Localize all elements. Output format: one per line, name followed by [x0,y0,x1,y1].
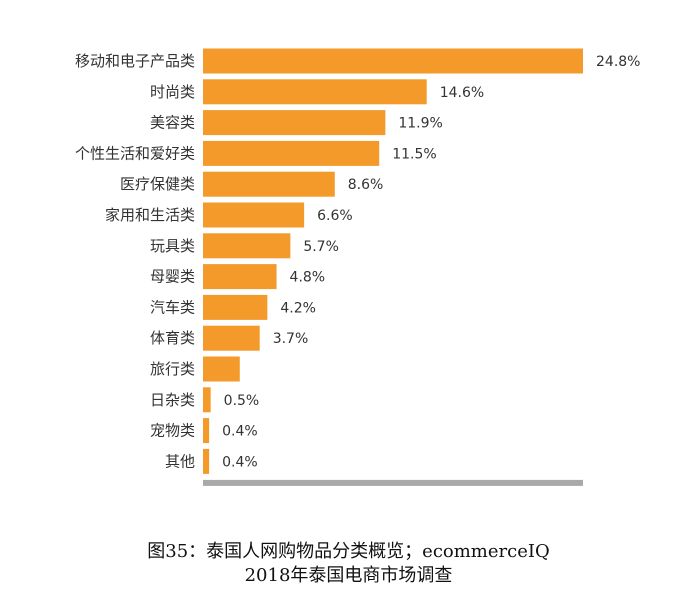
value-label-6: 5.7% [303,239,339,255]
category-label-4: 医疗保健类 [120,175,195,193]
category-label-10: 旅行类 [150,360,195,378]
category-label-8: 汽车类 [150,298,195,316]
value-label-7: 4.8% [290,270,326,286]
bar-9 [203,325,260,351]
category-label-7: 母婴类 [150,268,195,286]
bar-5 [203,202,305,228]
category-label-2: 美容类 [150,114,195,132]
value-labels-group: 24.8% 14.6% 11.9% 11.5% 8.6% 6.6% 5.7% 4.8% 4.2%… [222,54,640,470]
category-labels-group: 移动和电子产品类时尚类美容类个性生活和爱好类医疗保健类家用和生活类玩具类母婴类汽… [75,52,195,470]
category-label-12: 宠物类 [150,422,195,440]
value-label-12: 0.4% [222,424,258,440]
category-label-5: 家用和生活类 [105,206,195,224]
bar-0 [203,48,583,74]
value-label-9: 3.7% [273,331,309,347]
category-label-13: 其他 [165,452,195,470]
bar-8 [203,294,268,320]
category-label-0: 移动和电子产品类 [75,52,195,70]
value-label-11: 0.5% [224,393,260,409]
bar-2 [203,110,386,136]
value-label-0: 24.8% [596,54,640,70]
bar-11 [203,387,211,413]
figure-caption-line-1: 图35：泰国人网购物品分类概览；ecommerceIQ [147,541,550,562]
value-label-13: 0.4% [222,454,258,470]
bars-group [203,48,583,474]
category-label-9: 体育类 [150,329,195,347]
category-label-6: 玩具类 [150,237,195,255]
value-label-4: 8.6% [348,177,384,193]
x-axis-baseline [203,479,583,486]
value-label-5: 6.6% [317,208,353,224]
category-label-1: 时尚类 [150,83,195,101]
value-label-2: 11.9% [398,116,442,132]
value-label-8: 4.2% [280,300,316,316]
category-label-11: 日杂类 [150,391,195,409]
value-label-1: 14.6% [440,85,484,101]
bar-3 [203,140,380,166]
bar-13 [203,448,210,474]
value-label-3: 11.5% [392,146,436,162]
bar-10 [203,356,240,382]
bar-4 [203,171,335,197]
bar-12 [203,418,210,444]
bar-7 [203,264,277,290]
bar-1 [203,79,427,105]
category-label-3: 个性生活和爱好类 [75,144,195,162]
bar-chart: 移动和电子产品类时尚类美容类个性生活和爱好类医疗保健类家用和生活类玩具类母婴类汽… [75,48,640,486]
bar-6 [203,233,291,259]
figure-caption-line-2: 2018年泰国电商市场调查 [244,565,453,586]
